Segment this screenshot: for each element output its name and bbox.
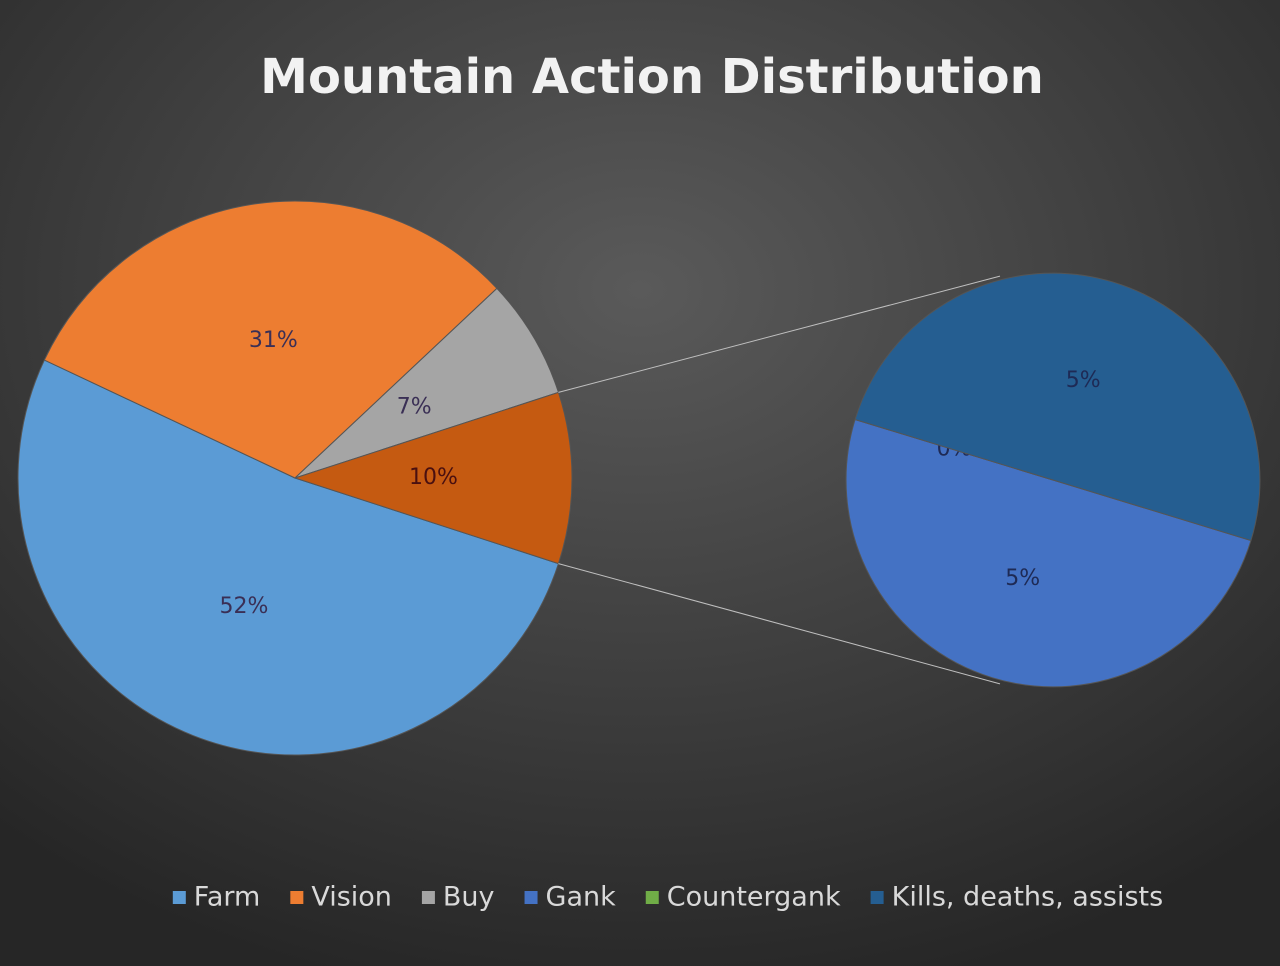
pie-slice bbox=[43, 200, 498, 479]
legend-swatch bbox=[290, 891, 304, 904]
legend-swatch bbox=[870, 891, 884, 904]
legend-label: Gank bbox=[546, 882, 617, 913]
legend-swatch bbox=[172, 891, 186, 904]
legend-label: Vision bbox=[311, 882, 392, 913]
pie-slice bbox=[854, 272, 1261, 542]
legend-label: Farm bbox=[194, 882, 261, 913]
pie-slice bbox=[293, 391, 573, 565]
pie-slice bbox=[17, 359, 560, 756]
legend-swatch bbox=[421, 891, 435, 904]
data-label: 10% bbox=[409, 465, 458, 490]
legend-label: Kills, deaths, assists bbox=[892, 882, 1164, 913]
data-label: 52% bbox=[220, 594, 269, 619]
pie-slice bbox=[294, 287, 560, 479]
legend-label: Buy bbox=[443, 882, 495, 913]
data-label: 5% bbox=[1066, 368, 1101, 393]
connector-line bbox=[558, 275, 1001, 393]
data-label: 7% bbox=[397, 394, 432, 419]
connector-line bbox=[558, 563, 1001, 685]
legend-label: Countergank bbox=[667, 882, 841, 913]
legend-swatch bbox=[524, 891, 538, 904]
legend-swatch bbox=[645, 891, 659, 904]
chart-title: Mountain Action Distribution bbox=[260, 49, 1044, 105]
data-label: 5% bbox=[1005, 566, 1040, 591]
pie-slice bbox=[845, 418, 1252, 688]
data-label: 31% bbox=[249, 328, 298, 353]
